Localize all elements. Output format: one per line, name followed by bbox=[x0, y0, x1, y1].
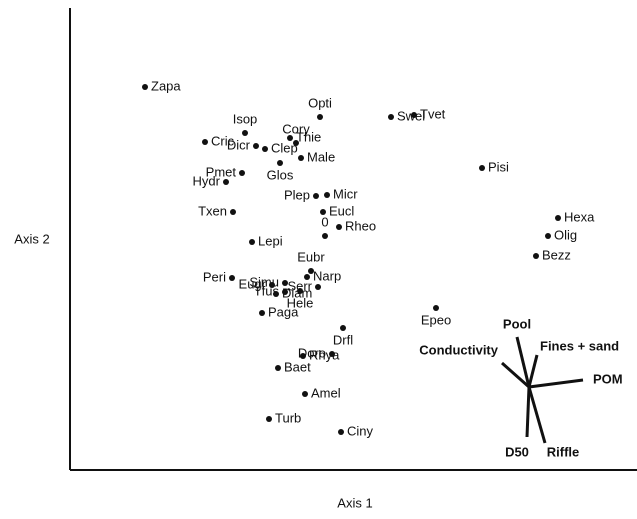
point bbox=[322, 233, 328, 239]
point-label: 0 bbox=[321, 214, 328, 229]
point bbox=[229, 275, 235, 281]
vector-label: POM bbox=[593, 371, 623, 386]
point-label: Drfl bbox=[333, 332, 353, 347]
point-label: Zapa bbox=[151, 78, 181, 93]
point-label: Narp bbox=[313, 268, 341, 283]
point-label: Opti bbox=[308, 95, 332, 110]
point bbox=[304, 274, 310, 280]
point-label: Rheo bbox=[345, 218, 376, 233]
point-label: Tvet bbox=[420, 106, 446, 121]
point-label: Baet bbox=[284, 359, 311, 374]
point bbox=[287, 135, 293, 141]
point bbox=[275, 365, 281, 371]
point bbox=[266, 416, 272, 422]
point-label: Doro bbox=[298, 345, 326, 360]
vector-label: Riffle bbox=[547, 444, 580, 459]
vector-label: Pool bbox=[503, 316, 531, 331]
point bbox=[479, 165, 485, 171]
point-label: Eugr bbox=[239, 276, 267, 291]
point bbox=[545, 233, 551, 239]
point-label: Amel bbox=[311, 385, 341, 400]
vector-label: Fines + sand bbox=[540, 338, 619, 353]
biplot-vector bbox=[515, 336, 531, 388]
point bbox=[259, 310, 265, 316]
point bbox=[320, 209, 326, 215]
point bbox=[433, 305, 439, 311]
point-label: Cory bbox=[282, 121, 310, 136]
point-label: Ciny bbox=[347, 423, 374, 438]
point bbox=[338, 429, 344, 435]
point bbox=[555, 215, 561, 221]
point-label: Epeo bbox=[421, 312, 451, 327]
point-label: Pisi bbox=[488, 159, 509, 174]
point bbox=[273, 291, 279, 297]
point bbox=[313, 193, 319, 199]
point bbox=[300, 353, 306, 359]
point bbox=[142, 84, 148, 90]
point-label: Paga bbox=[268, 304, 299, 319]
point bbox=[297, 288, 303, 294]
point bbox=[329, 351, 335, 357]
point bbox=[317, 114, 323, 120]
point-label: Swel bbox=[397, 108, 425, 123]
point bbox=[302, 391, 308, 397]
biplot-vector bbox=[501, 361, 530, 389]
point bbox=[336, 224, 342, 230]
point bbox=[239, 170, 245, 176]
point bbox=[340, 325, 346, 331]
point-label: Eubr bbox=[297, 249, 325, 264]
point-label: Peri bbox=[203, 269, 226, 284]
point-label: Diam bbox=[282, 285, 312, 300]
point-label: Plep bbox=[284, 187, 310, 202]
vector-label: D50 bbox=[505, 444, 529, 459]
point-label: Glos bbox=[267, 167, 294, 182]
point bbox=[202, 139, 208, 145]
point-label: Eucl bbox=[329, 203, 354, 218]
point-label: Pmet bbox=[206, 164, 237, 179]
point bbox=[282, 289, 288, 295]
point-label: Olig bbox=[554, 227, 577, 242]
point bbox=[293, 140, 299, 146]
point bbox=[230, 209, 236, 215]
point bbox=[324, 192, 330, 198]
point bbox=[242, 130, 248, 136]
point-label: Bezz bbox=[542, 247, 571, 262]
point-label: Serr bbox=[287, 278, 312, 293]
point-label: Turb bbox=[275, 410, 301, 425]
point-label: Txen bbox=[198, 203, 227, 218]
point-label: Dicr bbox=[227, 137, 251, 152]
point-label: Micr bbox=[333, 186, 358, 201]
point-label: Hexa bbox=[564, 209, 595, 224]
point bbox=[253, 143, 259, 149]
vector-label: Conductivity bbox=[419, 342, 498, 357]
point-label: Cric bbox=[211, 133, 235, 148]
y-axis-title: Axis 2 bbox=[14, 231, 49, 246]
point bbox=[282, 280, 288, 286]
point bbox=[411, 112, 417, 118]
x-axis-title: Axis 1 bbox=[337, 495, 372, 510]
point-label: Lepi bbox=[258, 233, 283, 248]
biplot-vector bbox=[527, 386, 547, 444]
point bbox=[388, 114, 394, 120]
point bbox=[533, 253, 539, 259]
biplot-vector bbox=[525, 386, 531, 438]
point-label: Hydr bbox=[193, 173, 221, 188]
point bbox=[223, 179, 229, 185]
biplot-vector bbox=[527, 354, 539, 388]
point-label: Clep bbox=[271, 140, 298, 155]
point bbox=[249, 239, 255, 245]
point bbox=[269, 282, 275, 288]
point bbox=[315, 284, 321, 290]
point-label: Isop bbox=[233, 111, 258, 126]
point bbox=[298, 155, 304, 161]
point bbox=[308, 268, 314, 274]
point bbox=[262, 146, 268, 152]
point-label: Thie bbox=[296, 129, 321, 144]
point-label: Tfus bbox=[254, 283, 280, 298]
point-label: Male bbox=[307, 149, 335, 164]
biplot-vector bbox=[528, 378, 584, 389]
point-label: Hele bbox=[287, 295, 314, 310]
point bbox=[277, 160, 283, 166]
